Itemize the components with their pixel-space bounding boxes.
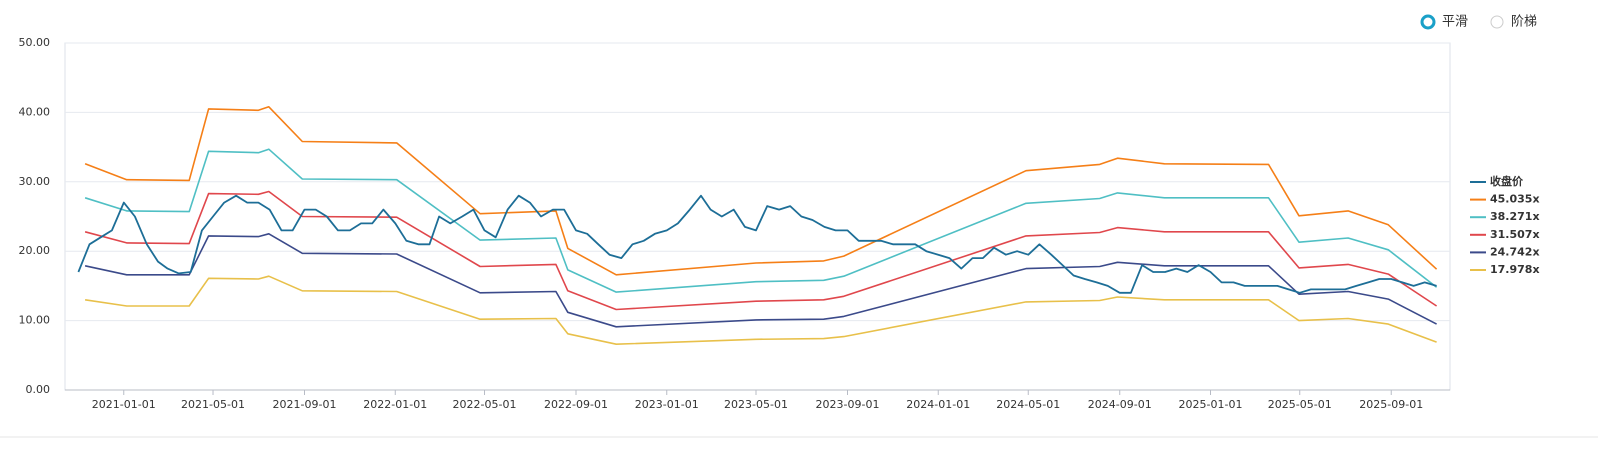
x-tick-label: 2021-01-01 [92,398,156,411]
radio-button [1420,14,1436,30]
legend-label: 38.271x [1490,210,1540,223]
radio-label: 平滑 [1442,15,1468,30]
x-tick-label: 2024-05-01 [996,398,1060,411]
x-tick-label: 2023-05-01 [724,398,788,411]
radio-button [1490,15,1504,29]
legend-label: 收盘价 [1490,174,1524,188]
series-line [84,275,1437,345]
legend-label: 17.978x [1490,263,1540,276]
x-tick-label: 2022-09-01 [544,398,608,411]
radio-option[interactable]: 阶梯 [1490,15,1537,30]
series-line [84,233,1437,328]
x-tick-label: 2024-01-01 [906,398,970,411]
x-tick-label: 2025-09-01 [1359,398,1423,411]
y-tick-label: 40.00 [19,105,51,118]
legend-label: 31.507x [1490,228,1540,241]
x-tick-label: 2022-01-01 [363,398,427,411]
x-tick-label: 2023-01-01 [635,398,699,411]
x-tick-label: 2025-05-01 [1268,398,1332,411]
series-line [84,190,1438,311]
series-line [84,106,1438,276]
y-tick-label: 20.00 [19,244,51,257]
x-tick-label: 2023-09-01 [816,398,880,411]
legend-label: 45.035x [1490,193,1540,206]
radio-label: 阶梯 [1511,15,1537,30]
y-tick-label: 10.00 [19,314,51,327]
x-tick-label: 2022-05-01 [453,398,517,411]
legend-label: 24.742x [1490,245,1540,258]
x-tick-label: 2024-09-01 [1088,398,1152,411]
y-tick-label: 50.00 [19,36,51,49]
series-line [84,148,1438,293]
x-tick-label: 2021-09-01 [273,398,337,411]
radio-option[interactable]: 平滑 [1420,14,1468,30]
y-tick-label: 30.00 [19,175,51,188]
x-tick-label: 2025-01-01 [1179,398,1243,411]
y-tick-label: 0.00 [26,383,51,396]
series-line [77,194,1437,294]
x-tick-label: 2021-05-01 [181,398,245,411]
